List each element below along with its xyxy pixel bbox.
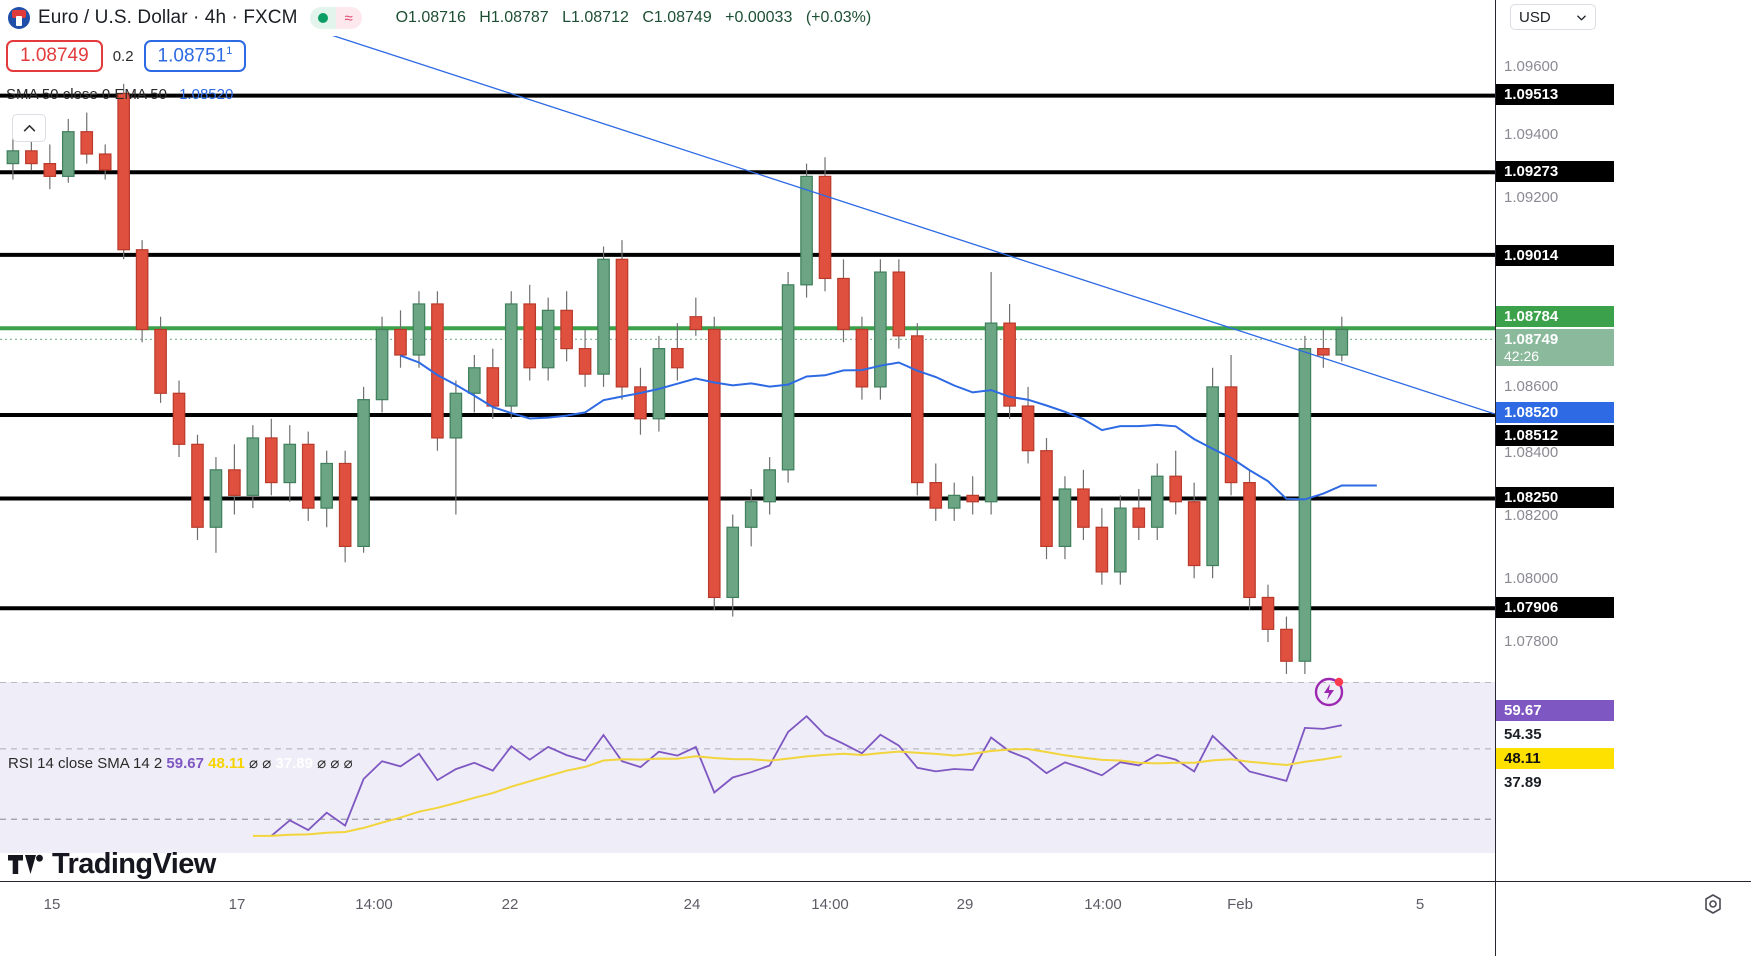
time-axis-tick: 14:00 [1084,896,1122,913]
rsi-axis-label[interactable]: 54.35 [1504,726,1542,743]
ohlc-close: C1.08749 [642,9,712,26]
ohlc-change-pct: (+0.03%) [805,9,872,26]
ask-price-tag[interactable]: 1.087511 [143,40,247,73]
time-axis-tick: 29 [956,896,974,913]
eu-flag-icon [8,7,30,29]
price-axis-badge[interactable]: 1.09273 [1496,161,1614,182]
tradingview-logo-icon [8,854,43,874]
tradingview-watermark: TradingView [8,848,216,881]
price-axis-tick: 1.08000 [1504,570,1559,587]
chevron-down-icon [1577,14,1586,20]
time-axis-tick: Feb [1227,896,1253,913]
chart-area[interactable]: 1.08749 0.2 1.087511 SMA 50 close 0 EMA … [0,36,1495,881]
bid-price-tag[interactable]: 1.08749 [6,40,103,72]
time-axis-tick: 5 [1415,896,1425,913]
price-axis-tick: 1.09600 [1504,58,1559,75]
countdown-timer: 42:26 [1504,348,1540,364]
tradingview-watermark-text: TradingView [52,848,216,880]
indicator-legend[interactable]: SMA 50 close 0 EMA 50 1.08520 [6,86,233,103]
bid-ask-tags: 1.08749 0.2 1.087511 [6,40,247,73]
price-axis-badge[interactable]: 1.08749 42:26 [1496,329,1614,366]
ema-value: 1.08520 [179,86,234,103]
rsi-axis-label[interactable]: 59.67 [1496,700,1614,721]
rsi-pane[interactable] [0,682,1495,853]
ohlc-change: +0.00033 [725,9,793,26]
price-axis-tick: 1.08200 [1504,507,1559,524]
collapse-legend-button[interactable] [12,114,46,142]
time-axis[interactable]: 15 17 14:00 22 24 14:00 29 14:00 Feb 5 [0,881,1751,956]
price-axis-tick: 1.09400 [1504,126,1559,143]
time-axis-tick: 22 [501,896,519,913]
rsi-axis-label[interactable]: 37.89 [1504,774,1542,791]
alert-lightning-icon[interactable] [1313,674,1347,708]
indicator-legend-label: SMA 50 close 0 EMA 50 [6,86,167,103]
time-axis-tick: 17 [228,896,246,913]
candle-series [6,83,1349,674]
ohlc-low: L1.08712 [562,9,629,26]
trend-line[interactable] [150,36,1495,415]
market-open-dot-icon [309,7,336,29]
price-chart-canvas [0,36,1495,674]
axis-corner-separator [1495,881,1496,956]
time-axis-tick: 15 [43,896,61,913]
currency-select[interactable]: USD [1510,4,1596,30]
time-axis-tick: 14:00 [811,896,849,913]
rsi-axis-label[interactable]: 48.11 [1496,748,1614,769]
realtime-wave-icon: ≈ [335,7,362,29]
symbol-title[interactable]: Euro / U.S. Dollar · 4h · FXCM [38,7,298,28]
price-axis-badge[interactable]: 1.08520 [1496,402,1614,423]
chevron-up-icon [23,124,35,131]
spread-value: 0.2 [112,47,134,65]
price-axis-badge[interactable]: 1.07906 [1496,597,1614,618]
ema-50-line[interactable] [400,354,1377,501]
time-axis-tick: 24 [683,896,701,913]
time-axis-tick: 14:00 [355,896,393,913]
price-axis-tick: 1.08400 [1504,444,1559,461]
rsi-line[interactable] [270,714,1342,837]
price-axis-tick: 1.08600 [1504,378,1559,395]
price-axis-badge[interactable]: 1.08250 [1496,487,1614,508]
price-axis-tick: 1.07800 [1504,633,1559,650]
ohlc-open: O1.08716 [395,9,466,26]
chart-settings-gear-icon[interactable] [1700,891,1726,917]
price-axis[interactable]: USD 1.09600 1.09400 1.09200 1.08600 1.08400 1… [1495,0,1751,881]
price-axis-badge[interactable]: 1.08512 [1496,425,1614,446]
ohlc-high: H1.08787 [479,9,549,26]
rsi-sma-line[interactable] [252,747,1342,837]
price-axis-badge[interactable]: 1.09513 [1496,84,1614,105]
price-pane[interactable] [0,36,1495,674]
currency-label: USD [1519,8,1551,26]
price-axis-badge[interactable]: 1.08784 [1496,306,1614,327]
chart-header: Euro / U.S. Dollar · 4h · FXCM ≈ O1.0871… [0,0,1495,36]
ask-pip: 1 [226,45,233,57]
market-status-pill[interactable]: ≈ [309,7,362,29]
price-axis-badge[interactable]: 1.09014 [1496,245,1614,266]
rsi-chart-canvas [0,682,1495,837]
ohlc-readout: O1.08716 H1.08787 L1.08712 C1.08749 +0.0… [396,9,872,27]
price-axis-tick: 1.09200 [1504,189,1559,206]
